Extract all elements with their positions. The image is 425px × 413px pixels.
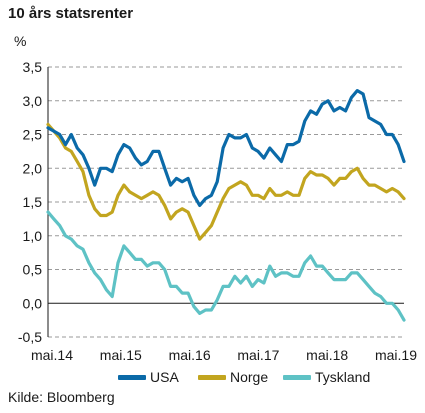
x-tick-label: mai.17 <box>237 347 279 363</box>
x-tick-label: mai.19 <box>375 347 417 363</box>
series-line-usa <box>46 88 406 207</box>
legend-swatch-usa <box>118 374 146 380</box>
y-tick-label: 1,5 <box>23 194 43 210</box>
legend-swatch-norge <box>198 374 226 380</box>
series-line-tyskland <box>46 210 406 322</box>
legend-label-tyskland: Tyskland <box>315 369 371 385</box>
y-axis-ticks: 3,5 3,0 2,5 2,0 1,5 1,0 0,5 0,0 -0,5 <box>18 59 42 345</box>
legend-item-tyskland: Tyskland <box>283 369 370 385</box>
y-tick-label: 0,5 <box>23 262 43 278</box>
x-tick-label: mai.14 <box>31 347 73 363</box>
y-tick-label: 1,0 <box>23 228 43 244</box>
chart-title: 10 års statsrenter <box>8 5 134 22</box>
x-axis-ticks: mai.14 mai.15 mai.16 mai.17 mai.18 mai.19 <box>31 347 417 363</box>
series-line-norge <box>46 122 406 241</box>
x-tick-label: mai.18 <box>306 347 348 363</box>
y-tick-label: 3,0 <box>23 93 43 109</box>
gridlines <box>47 66 404 338</box>
legend-item-usa: USA <box>118 369 179 385</box>
y-tick-label: 2,0 <box>23 160 43 176</box>
legend-swatch-tyskland <box>283 374 311 380</box>
legend-label-usa: USA <box>150 369 179 385</box>
y-tick-label: -0,5 <box>18 329 42 345</box>
legend: USA Norge Tyskland <box>0 369 425 387</box>
y-unit-label: % <box>14 33 27 49</box>
y-tick-label: 2,5 <box>23 127 43 143</box>
x-tick-label: mai.15 <box>100 347 142 363</box>
legend-item-norge: Norge <box>198 369 268 385</box>
legend-label-norge: Norge <box>230 369 269 385</box>
source-note: Kilde: Bloomberg <box>8 389 115 405</box>
y-tick-label: 3,5 <box>23 59 43 75</box>
x-tick-label: mai.16 <box>169 347 211 363</box>
series-lines <box>46 88 406 322</box>
y-tick-label: 0,0 <box>23 295 43 311</box>
